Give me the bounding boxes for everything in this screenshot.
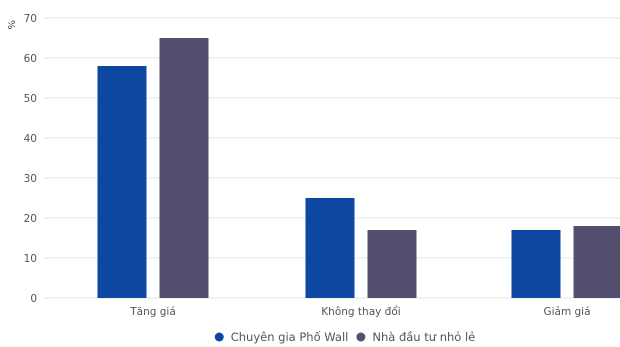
bar-series-2-cat-2 xyxy=(367,230,417,298)
legend-item-series-2: Nhà đầu tư nhỏ lẻ xyxy=(356,330,475,344)
x-category-label: Giảm giá xyxy=(543,306,590,318)
bar-series-1-cat-1 xyxy=(97,66,147,298)
y-tick-label: 50 xyxy=(24,93,37,105)
bars xyxy=(97,38,620,298)
x-axis-category-labels: Tăng giá Không thay đổi Giảm giá xyxy=(129,305,590,318)
legend-item-series-1: Chuyên gia Phố Wall xyxy=(214,330,349,344)
bar-series-1-cat-2 xyxy=(305,198,355,298)
y-tick-label: 30 xyxy=(24,173,37,185)
y-axis-unit-label: % xyxy=(5,20,16,30)
x-category-label: Không thay đổi xyxy=(321,305,400,318)
y-axis-ticks: 0 10 20 30 40 50 60 70 xyxy=(24,13,37,305)
y-tick-label: 0 xyxy=(30,293,37,305)
y-tick-label: 60 xyxy=(24,53,37,65)
legend-label: Nhà đầu tư nhỏ lẻ xyxy=(372,330,475,344)
legend-label: Chuyên gia Phố Wall xyxy=(231,330,349,344)
y-tick-label: 40 xyxy=(24,133,37,145)
bar-series-1-cat-3 xyxy=(511,230,561,298)
y-tick-label: 20 xyxy=(24,213,37,225)
y-tick-label: 10 xyxy=(24,253,37,265)
legend-marker xyxy=(214,332,224,342)
legend-marker xyxy=(356,332,366,342)
x-category-label: Tăng giá xyxy=(129,306,176,318)
y-tick-label: 70 xyxy=(24,13,37,25)
bar-series-2-cat-3 xyxy=(573,226,620,298)
bar-series-2-cat-1 xyxy=(159,38,209,298)
legend: Chuyên gia Phố Wall Nhà đầu tư nhỏ lẻ xyxy=(214,330,475,344)
